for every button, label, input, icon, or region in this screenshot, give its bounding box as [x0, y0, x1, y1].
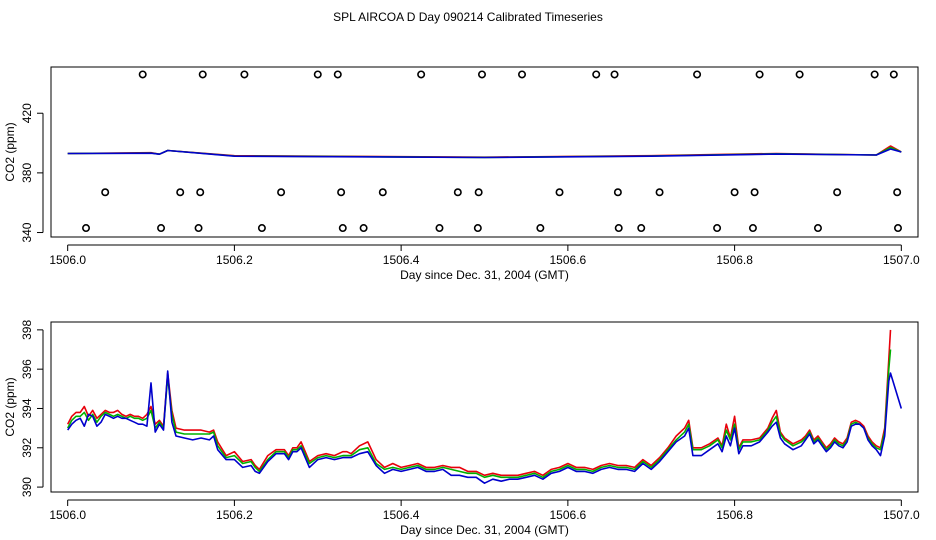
marker-mid: [101, 188, 110, 197]
marker-low: [435, 224, 444, 233]
series-line-blue: [67, 370, 903, 485]
marker-high: [610, 70, 619, 79]
x-tick-label: 1506.0: [49, 508, 86, 522]
x-tick-label: 1506.2: [216, 508, 253, 522]
marker-high: [795, 70, 804, 79]
marker-mid: [176, 188, 185, 197]
y-tick-label: 340: [20, 222, 34, 242]
marker-mid: [196, 188, 205, 197]
y-tick-label: 420: [20, 103, 34, 123]
marker-low: [536, 224, 545, 233]
marker-mid: [730, 188, 739, 197]
y-axis-label: CO2 (ppm): [3, 122, 17, 181]
marker-low: [257, 224, 266, 233]
y-tick-label: 392: [20, 437, 34, 457]
marker-high: [417, 70, 426, 79]
marker-low: [637, 224, 646, 233]
series-line-green: [66, 349, 892, 479]
y-tick-label: 398: [20, 320, 34, 340]
marker-mid: [337, 188, 346, 197]
x-axis-label: Day since Dec. 31, 2004 (GMT): [400, 523, 569, 537]
x-tick-label: 1507.0: [883, 253, 920, 267]
marker-low: [473, 224, 482, 233]
marker-high: [693, 70, 702, 79]
marker-mid: [655, 188, 664, 197]
series-line-red: [67, 145, 902, 158]
marker-high: [198, 70, 207, 79]
marker-low: [713, 224, 722, 233]
marker-low: [748, 224, 757, 233]
x-axis-label: Day since Dec. 31, 2004 (GMT): [400, 268, 569, 282]
marker-mid: [378, 188, 387, 197]
marker-mid: [453, 188, 462, 197]
y-tick-label: 394: [20, 398, 34, 418]
x-tick-label: 1506.8: [716, 253, 753, 267]
x-tick-label: 1506.2: [216, 253, 253, 267]
x-tick-label: 1506.6: [550, 253, 587, 267]
marker-low: [614, 224, 623, 233]
plot-frame: [50, 321, 919, 493]
marker-high: [138, 70, 147, 79]
marker-low: [194, 224, 203, 233]
marker-mid: [833, 188, 842, 197]
marker-low: [82, 224, 91, 233]
marker-mid: [277, 188, 286, 197]
marker-high: [755, 70, 764, 79]
y-axis-label: CO2 (ppm): [3, 377, 17, 436]
marker-low: [813, 224, 822, 233]
marker-high: [518, 70, 527, 79]
marker-mid: [555, 188, 564, 197]
x-tick-label: 1506.4: [383, 508, 420, 522]
marker-high: [313, 70, 322, 79]
series-line-blue: [67, 148, 902, 159]
marker-mid: [474, 188, 483, 197]
chart-title: SPL AIRCOA D Day 090214 Calibrated Times…: [333, 10, 603, 24]
x-tick-label: 1506.6: [550, 508, 587, 522]
marker-low: [157, 224, 166, 233]
marker-low: [893, 224, 902, 233]
y-tick-label: 380: [20, 163, 34, 183]
marker-low: [338, 224, 347, 233]
bottom-panel: 1506.0 1506.2 1506.4 1506.6 1506.8 1507.0 Day …: [3, 320, 920, 537]
x-tick-label: 1506.8: [716, 508, 753, 522]
marker-high: [333, 70, 342, 79]
marker-high: [889, 70, 898, 79]
marker-high: [870, 70, 879, 79]
x-tick-label: 1506.4: [383, 253, 420, 267]
marker-high: [477, 70, 486, 79]
series-line-red: [66, 329, 892, 477]
x-tick-label: 1506.0: [49, 253, 86, 267]
marker-mid: [750, 188, 759, 197]
marker-mid: [613, 188, 622, 197]
marker-high: [592, 70, 601, 79]
y-tick-label: 390: [20, 477, 34, 497]
x-tick-label: 1507.0: [883, 508, 920, 522]
top-panel: 1506.0 1506.2 1506.4 1506.6 1506.8 1507.0 Day …: [3, 66, 920, 282]
y-tick-label: 396: [20, 359, 34, 379]
marker-low: [359, 224, 368, 233]
plot-frame: [50, 66, 919, 238]
marker-high: [240, 70, 249, 79]
marker-mid: [893, 188, 902, 197]
